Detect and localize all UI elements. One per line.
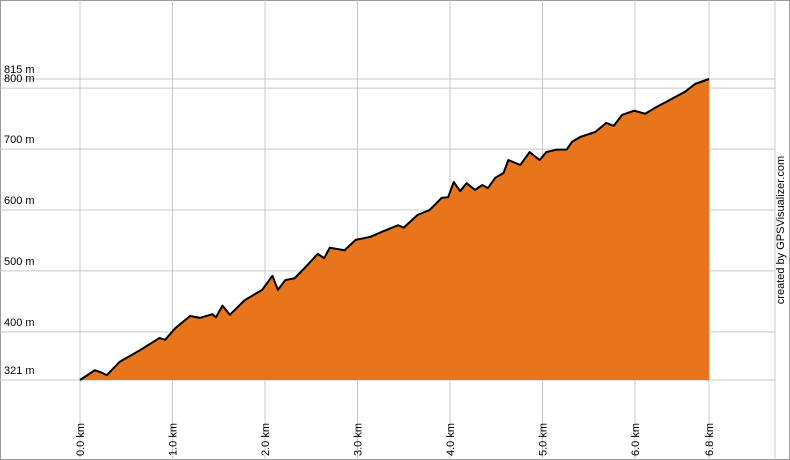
x-tick-label: 2.0 km bbox=[260, 423, 272, 456]
y-tick-label: 600 m bbox=[4, 195, 35, 207]
y-tick-label: 321 m bbox=[4, 365, 35, 377]
x-tick-label: 5.0 km bbox=[538, 423, 550, 456]
y-tick-label: 815 m bbox=[4, 64, 35, 76]
x-tick-label: 6.8 km bbox=[704, 423, 716, 456]
y-tick-label: 700 m bbox=[4, 134, 35, 146]
x-tick-label: 1.0 km bbox=[168, 423, 180, 456]
y-tick-label: 400 m bbox=[4, 317, 35, 329]
x-tick-label: 6.0 km bbox=[630, 423, 642, 456]
y-tick-label: 800 m bbox=[4, 73, 35, 85]
credit: created by GPSVisualizer.com bbox=[775, 156, 787, 304]
profile-line bbox=[79, 78, 710, 381]
x-tick-label: 4.0 km bbox=[445, 423, 457, 456]
x-tick-label: 0.0 km bbox=[75, 423, 87, 456]
area bbox=[80, 79, 709, 380]
y-tick-label: 500 m bbox=[4, 256, 35, 268]
marks bbox=[79, 78, 710, 381]
x-tick-label: 3.0 km bbox=[353, 423, 365, 456]
